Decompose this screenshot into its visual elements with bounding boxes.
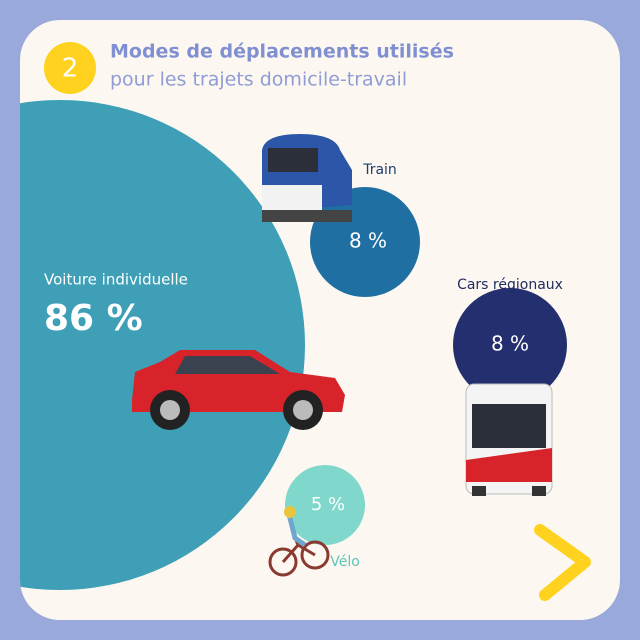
mode-label: Vélo [330, 554, 360, 570]
mode-value: 8 % [349, 229, 387, 253]
title: Modes de déplacements utilisés [110, 41, 454, 63]
bike-illustration [268, 506, 330, 577]
mode-value: 8 % [491, 332, 529, 356]
bus-bubble [453, 288, 567, 402]
number-badge [44, 42, 96, 94]
train-illustration [262, 134, 352, 222]
mode-label: Voiture individuelle [44, 271, 188, 289]
section-number: 2 [62, 54, 79, 84]
mode-label: Cars régionaux [457, 277, 563, 293]
bus-illustration [465, 383, 553, 496]
mode-label: Train [362, 162, 397, 178]
mode-value: 86 % [44, 298, 143, 339]
mode-value: 5 % [311, 494, 345, 515]
bike-bubble [285, 465, 365, 545]
subtitle: pour les trajets domicile-travail [110, 69, 407, 91]
car-bubble [20, 100, 305, 590]
next-arrow [534, 524, 591, 601]
car-illustration [132, 350, 345, 430]
